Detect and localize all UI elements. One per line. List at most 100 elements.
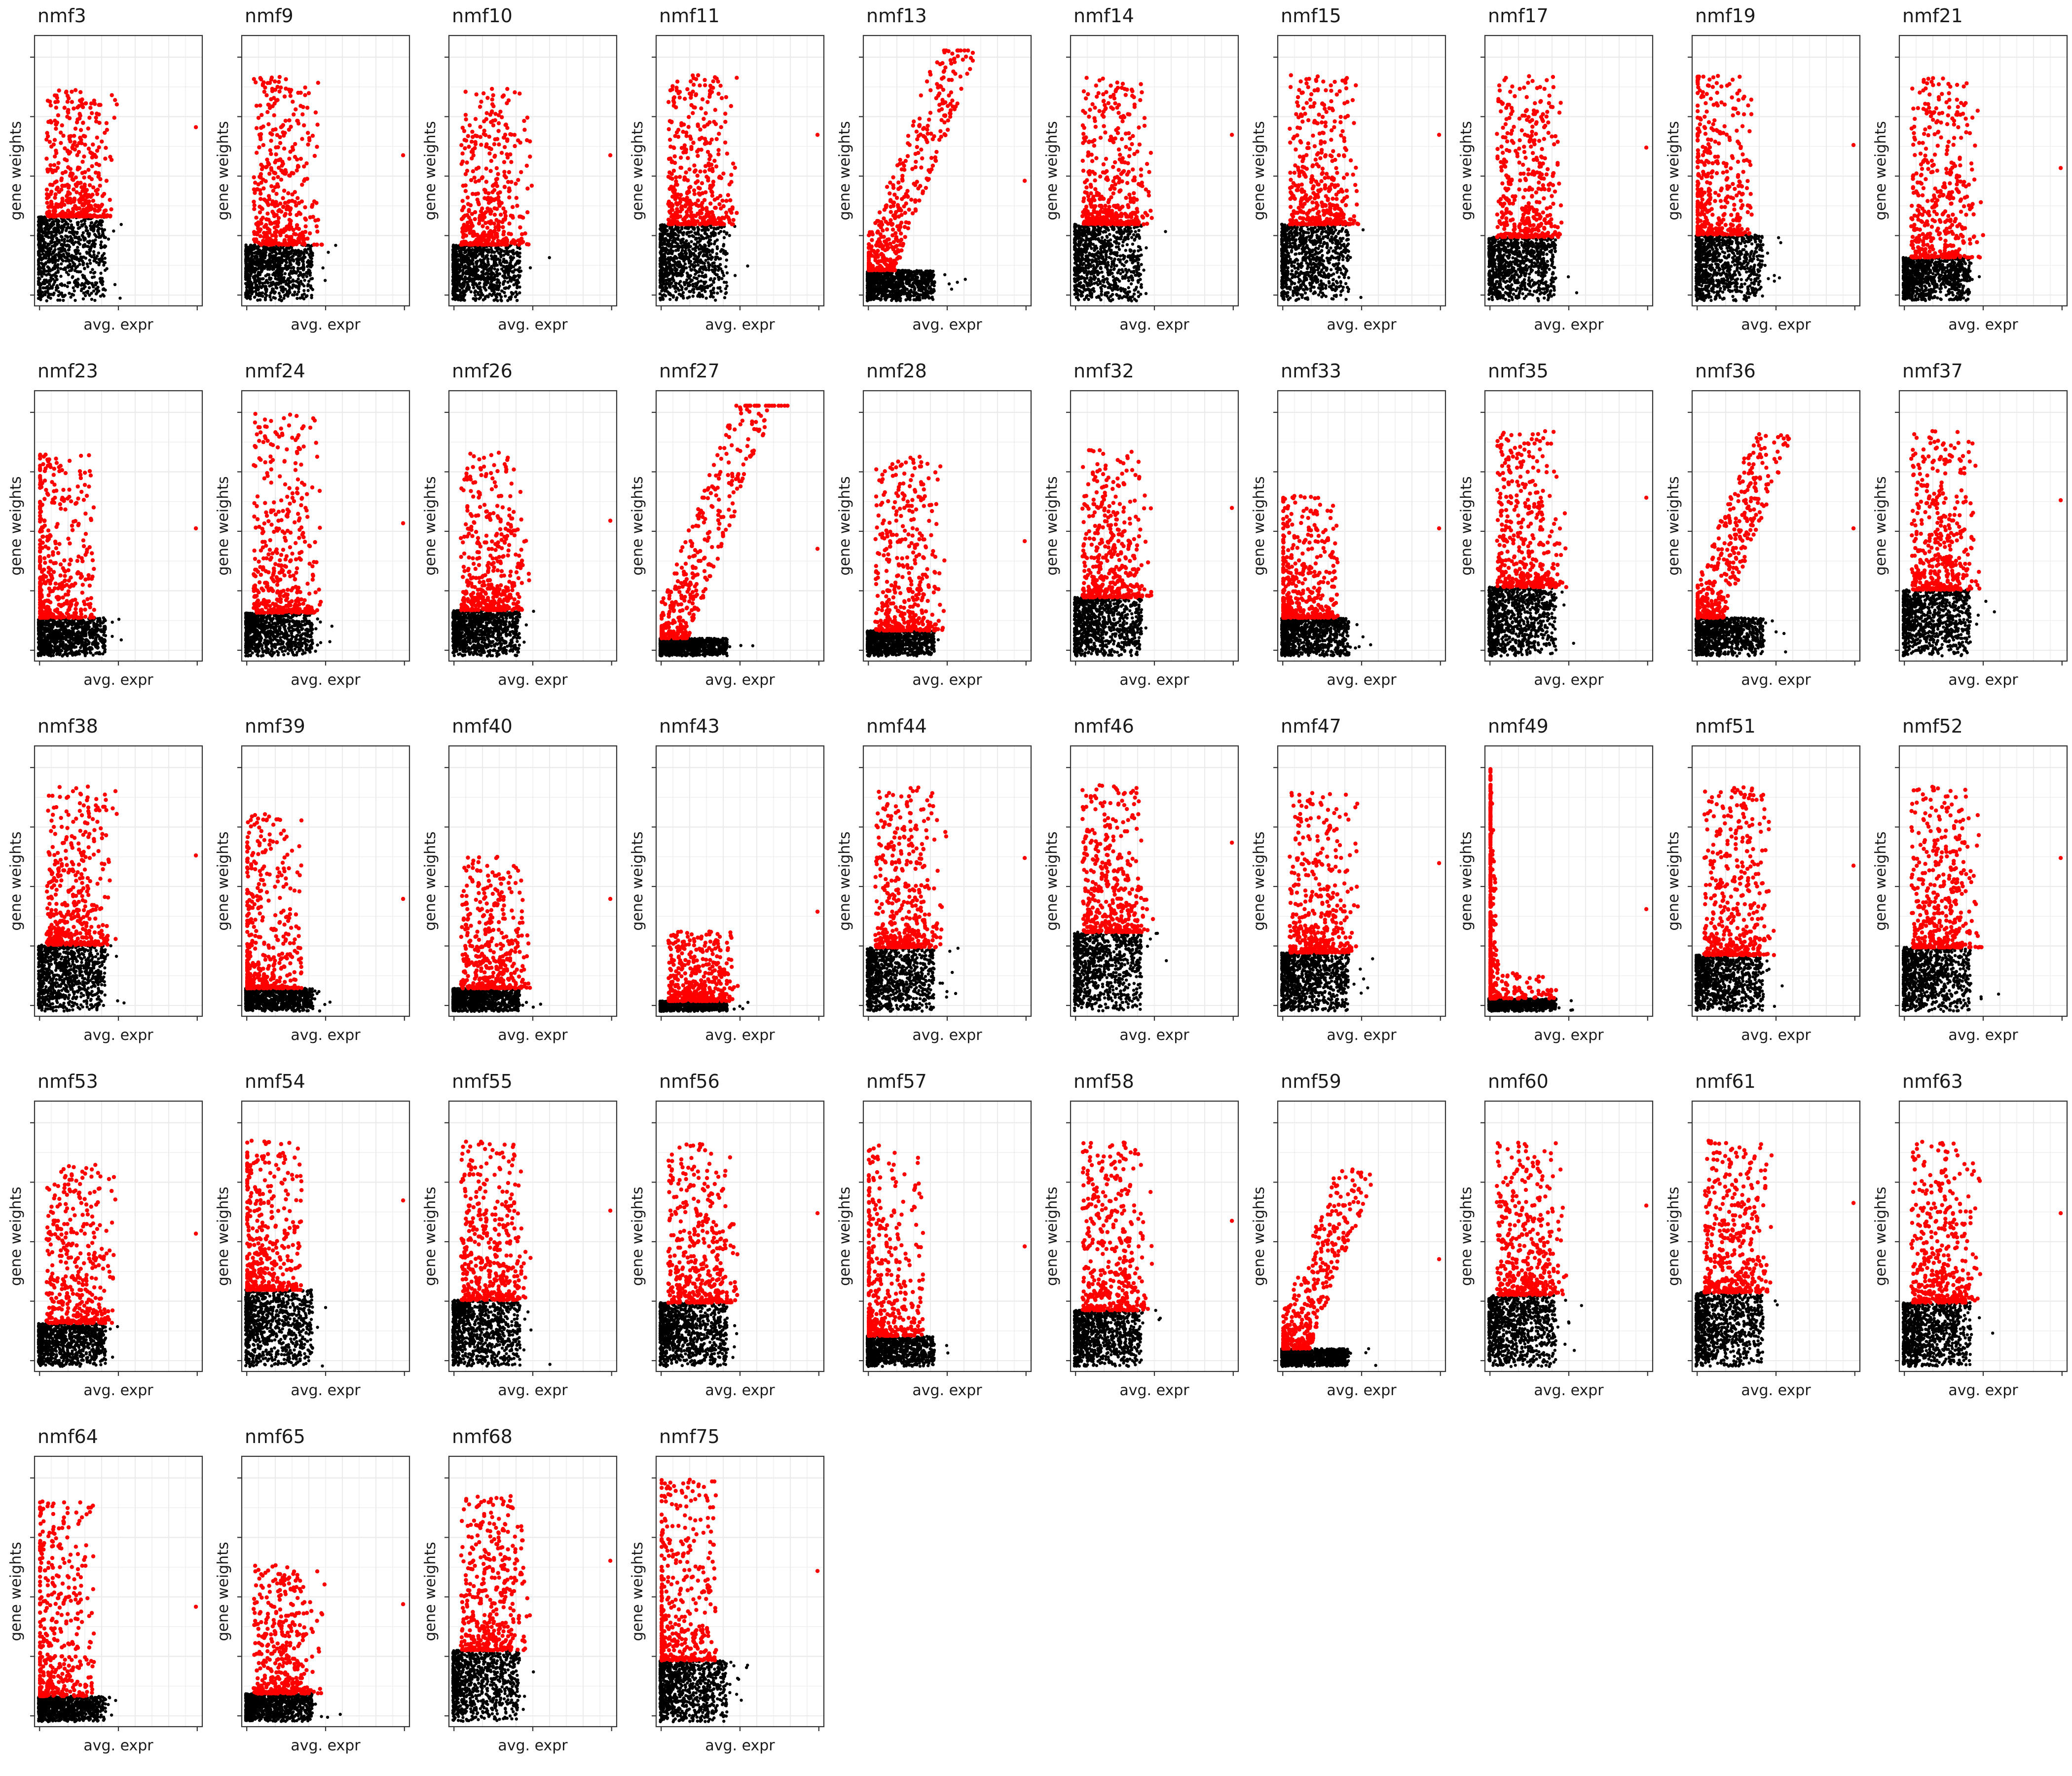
point: [97, 226, 101, 230]
point: [492, 242, 496, 247]
point: [59, 274, 63, 278]
point: [100, 194, 105, 198]
point: [105, 128, 110, 132]
point: [264, 254, 267, 257]
point: [302, 251, 305, 255]
point: [264, 93, 269, 98]
point: [483, 262, 487, 266]
point: [697, 227, 700, 231]
point: [682, 241, 686, 245]
point: [672, 233, 676, 236]
point: [668, 272, 671, 276]
point: [683, 250, 687, 253]
point: [659, 256, 663, 260]
point: [506, 299, 510, 302]
point: [53, 248, 57, 252]
point: [95, 254, 99, 258]
point: [489, 277, 493, 281]
point: [265, 110, 270, 114]
point: [267, 171, 272, 176]
point: [688, 253, 692, 257]
point: [262, 197, 266, 202]
point: [296, 237, 301, 242]
point: [77, 270, 80, 274]
point: [99, 295, 103, 298]
point: [59, 250, 63, 253]
point: [463, 240, 468, 244]
point: [266, 203, 271, 207]
point: [679, 269, 683, 273]
point: [78, 90, 83, 94]
point: [103, 156, 108, 161]
point: [54, 106, 59, 110]
point: [273, 233, 278, 238]
point: [276, 242, 281, 247]
point: [37, 236, 40, 240]
point: [87, 251, 91, 255]
point: [473, 291, 477, 295]
point: [40, 266, 44, 270]
point: [99, 243, 103, 247]
point: [489, 159, 493, 163]
point: [719, 290, 723, 293]
point: [99, 235, 102, 239]
point: [482, 230, 486, 235]
point: [40, 230, 44, 234]
point: [47, 247, 51, 251]
point: [103, 257, 107, 260]
point: [480, 175, 485, 180]
point: [505, 137, 510, 142]
point: [273, 171, 278, 176]
point: [686, 230, 690, 234]
point: [477, 235, 482, 239]
point: [40, 250, 44, 253]
point: [276, 216, 281, 221]
point: [253, 190, 257, 195]
point: [79, 238, 82, 242]
point: [95, 192, 100, 196]
point: [497, 279, 500, 282]
point: [60, 184, 65, 188]
facet-title: nmf10: [452, 5, 513, 27]
point: [305, 275, 308, 278]
point: [482, 242, 487, 247]
point: [495, 288, 498, 291]
point: [460, 275, 463, 278]
point: [266, 194, 271, 198]
point: [517, 259, 520, 263]
point: [82, 209, 86, 214]
point: [38, 287, 42, 291]
point: [97, 232, 101, 235]
point: [698, 252, 701, 256]
point: [507, 266, 510, 270]
point: [480, 270, 483, 274]
point: [54, 256, 57, 259]
point: [493, 267, 496, 271]
point: [64, 256, 67, 259]
point: [250, 272, 253, 275]
point: [65, 194, 69, 198]
point: [282, 188, 287, 193]
point: [512, 283, 516, 287]
point: [704, 296, 708, 300]
point: [249, 288, 252, 292]
point: [298, 212, 303, 216]
point: [462, 294, 466, 297]
point: [468, 231, 472, 235]
point: [64, 268, 67, 271]
point: [481, 293, 484, 297]
point: [505, 87, 510, 91]
point: [300, 112, 305, 116]
point: [659, 235, 662, 238]
point: [683, 246, 687, 249]
point: [694, 259, 698, 262]
point: [492, 298, 496, 302]
point: [291, 293, 295, 296]
point: [676, 242, 679, 246]
point: [478, 135, 482, 139]
point: [489, 110, 494, 114]
point: [677, 265, 681, 269]
point: [262, 89, 266, 94]
point: [264, 261, 268, 264]
point: [37, 259, 40, 262]
